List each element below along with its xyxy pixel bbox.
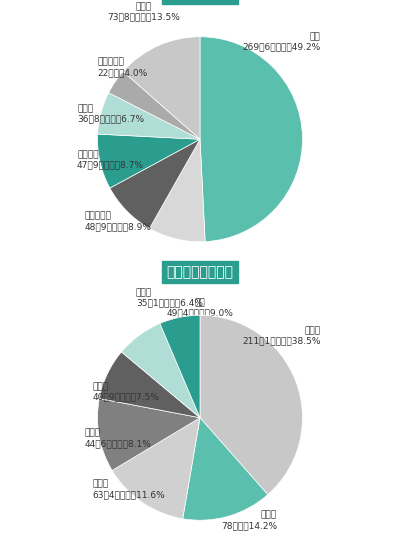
Title: 一般会計歳出予算: 一般会計歳出予算 <box>166 265 234 278</box>
Wedge shape <box>98 134 200 188</box>
Text: 民生費
211億1千万円　38.5%: 民生費 211億1千万円 38.5% <box>242 326 320 345</box>
Text: 衛生費
44億6千万円　8.1%: 衛生費 44億6千万円 8.1% <box>85 428 152 448</box>
Text: 市債
49億4千万円　9.0%: 市債 49億4千万円 9.0% <box>166 298 234 317</box>
Wedge shape <box>150 139 205 242</box>
Wedge shape <box>98 399 200 471</box>
Text: 土木費
78億円　14.2%: 土木費 78億円 14.2% <box>221 511 277 530</box>
Wedge shape <box>112 418 200 519</box>
Wedge shape <box>183 418 268 520</box>
Text: 都支出金
47億9千万円　8.7%: 都支出金 47億9千万円 8.7% <box>77 150 144 169</box>
Text: 公債費
40億9千万円　7.5%: 公債費 40億9千万円 7.5% <box>92 383 159 402</box>
Wedge shape <box>160 315 200 418</box>
Text: その他
35億1千万円　6.4%: その他 35億1千万円 6.4% <box>136 288 203 307</box>
Wedge shape <box>98 92 200 139</box>
Wedge shape <box>99 352 200 418</box>
Wedge shape <box>200 315 302 495</box>
Text: 地方交付税
22億円　4.0%: 地方交付税 22億円 4.0% <box>98 58 148 77</box>
Text: 繰入金
36億8千万円　6.7%: 繰入金 36億8千万円 6.7% <box>77 104 144 123</box>
Wedge shape <box>109 71 200 139</box>
Text: 総務費
63億4千万円　11.6%: 総務費 63億4千万円 11.6% <box>92 480 165 499</box>
Wedge shape <box>200 37 302 242</box>
Wedge shape <box>110 139 200 228</box>
Text: 市税
269億6千万円　49.2%: 市税 269億6千万円 49.2% <box>242 32 320 52</box>
Text: その他
73億8千万円　13.5%: その他 73億8千万円 13.5% <box>107 2 180 21</box>
Wedge shape <box>122 324 200 418</box>
Text: 国庫支出金
48億9千万円　8.9%: 国庫支出金 48億9千万円 8.9% <box>85 212 152 231</box>
Wedge shape <box>123 37 200 139</box>
